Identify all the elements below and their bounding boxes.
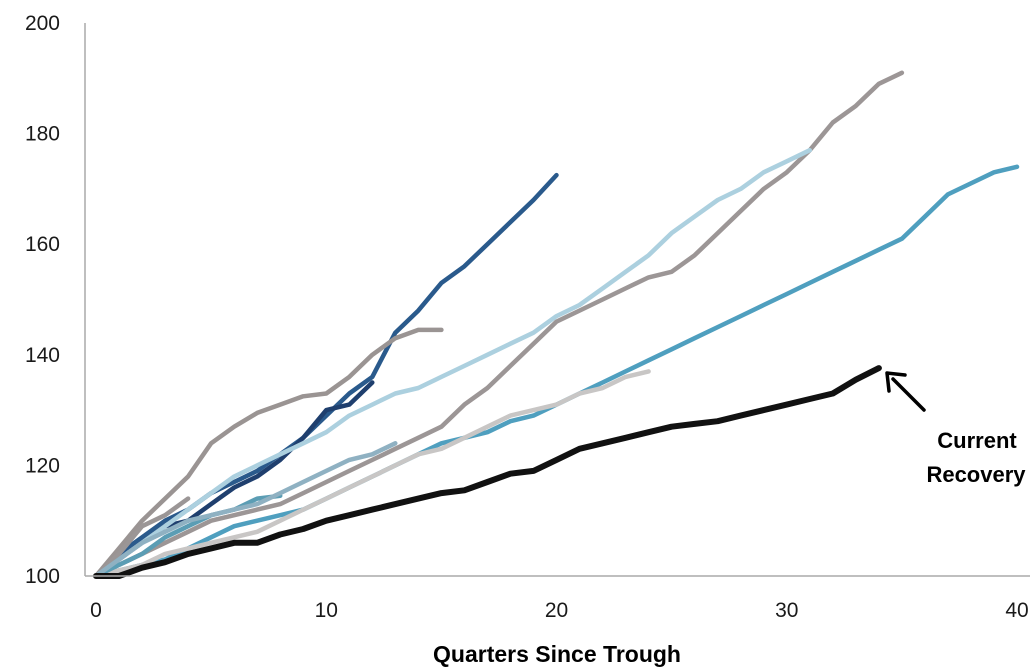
x-tick-label: 30 [775, 599, 798, 622]
annotation-line-2: Recovery [926, 462, 1026, 487]
y-tick-labels: 100 120 140 160 180 200 [25, 12, 60, 588]
y-tick-label: 120 [25, 454, 60, 477]
series-line-8 [93, 493, 283, 579]
series-line-10 [93, 365, 882, 579]
series-line-7 [93, 496, 191, 579]
x-tick-label: 0 [90, 599, 102, 622]
current-recovery-annotation: Current Recovery [885, 371, 1026, 487]
x-tick-label: 40 [1005, 599, 1028, 622]
annotation-line-1: Current [937, 428, 1017, 453]
annotation-arrow-head [885, 371, 907, 393]
series-line-3 [93, 70, 905, 579]
series-line-2 [93, 327, 444, 579]
y-tick-label: 160 [25, 233, 60, 256]
x-axis-title: Quarters Since Trough [433, 641, 681, 667]
y-tick-label: 140 [25, 344, 60, 367]
x-tick-label: 20 [545, 599, 568, 622]
y-tick-label: 180 [25, 123, 60, 146]
series-line-6 [93, 369, 651, 579]
y-tick-label: 200 [25, 12, 60, 35]
x-tick-labels: 0 10 20 30 40 [90, 599, 1029, 622]
y-tick-label: 100 [25, 565, 60, 588]
annotation-arrow-shaft [891, 377, 926, 412]
x-tick-label: 10 [315, 599, 338, 622]
series-lines [93, 70, 1020, 579]
series-line-0 [93, 172, 559, 579]
series-line-9 [93, 441, 398, 579]
series-line-4 [93, 147, 813, 579]
